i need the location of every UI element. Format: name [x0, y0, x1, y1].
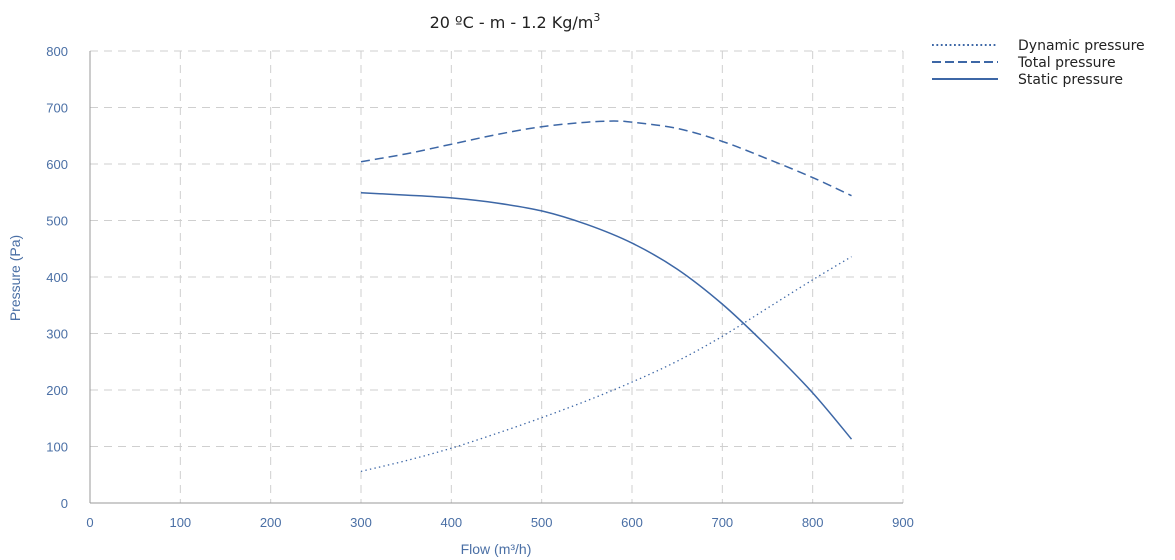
legend-label-static-pressure: Static pressure	[1018, 72, 1123, 88]
x-tick-label-600: 600	[621, 515, 643, 530]
legend-label-total-pressure: Total pressure	[1017, 55, 1116, 71]
x-tick-label-700: 700	[711, 515, 733, 530]
axes	[89, 51, 903, 504]
x-axis-label: Flow (m³/h)	[461, 541, 532, 557]
x-tick-label-300: 300	[350, 515, 372, 530]
series-line-total-pressure	[360, 120, 852, 197]
y-tick-label-700: 700	[46, 101, 68, 116]
y-tick-labels: 0 100 200 300 400 500 600 700 800	[46, 44, 68, 511]
grid	[90, 50, 904, 503]
x-tick-label-0: 0	[86, 515, 93, 530]
chart-title: 20 ºC - m - 1.2 Kg/m3	[430, 11, 601, 32]
series-line-static-pressure	[360, 192, 853, 440]
y-tick-label-800: 800	[46, 44, 68, 59]
y-tick-label-500: 500	[46, 214, 68, 229]
y-tick-label-400: 400	[46, 270, 68, 285]
series-line-dynamic-pressure	[360, 256, 852, 472]
x-tick-label-100: 100	[169, 515, 191, 530]
y-tick-label-0: 0	[61, 496, 68, 511]
legend-label-dynamic-pressure: Dynamic pressure	[1018, 38, 1145, 54]
chart-title-superscript: 3	[593, 11, 600, 24]
series-lines	[360, 120, 853, 472]
chart-title-text: 20 ºC - m - 1.2 Kg/m	[430, 13, 594, 32]
y-tick-label-300: 300	[46, 327, 68, 342]
x-tick-label-800: 800	[802, 515, 824, 530]
y-tick-label-100: 100	[46, 440, 68, 455]
y-tick-label-600: 600	[46, 157, 68, 172]
y-axis-label: Pressure (Pa)	[7, 235, 23, 321]
x-tick-label-200: 200	[260, 515, 282, 530]
x-tick-labels: 0 100 200 300 400 500 600 700 800 900	[86, 515, 913, 530]
x-tick-label-500: 500	[531, 515, 553, 530]
x-tick-label-900: 900	[892, 515, 914, 530]
y-tick-label-200: 200	[46, 383, 68, 398]
x-tick-label-400: 400	[440, 515, 462, 530]
